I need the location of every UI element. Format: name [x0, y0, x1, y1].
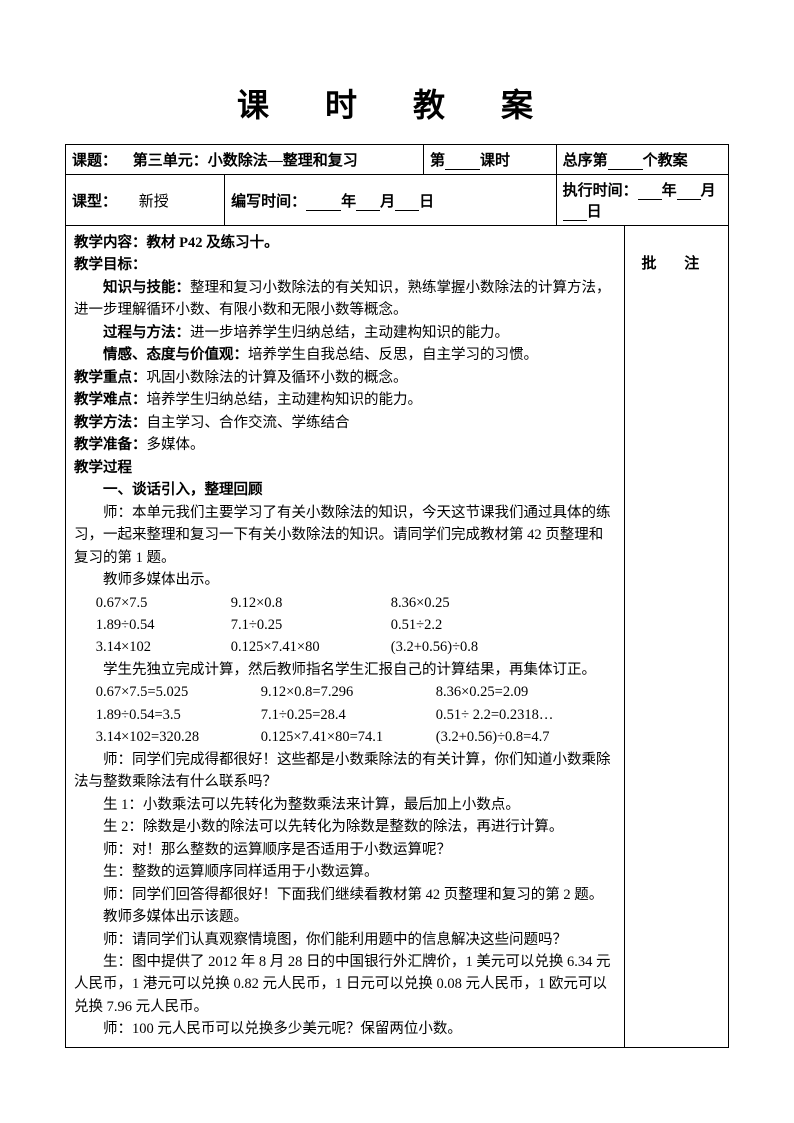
m1r2c3: 0.51÷2.2 [391, 614, 571, 636]
math1-r3: 3.14×1020.125×7.41×80(3.2+0.56)÷0.8 [74, 636, 616, 658]
m2r2c2: 7.1÷0.25=28.4 [261, 704, 436, 726]
type-value: 新授 [139, 194, 169, 210]
content-body: 教学内容：教材 P42 及练习十。 教学目标： 知识与技能：整理和复习小数除法的… [66, 226, 625, 1047]
type-label: 课型： [72, 194, 117, 210]
method-text: 自主学习、合作交流、学练结合 [147, 415, 350, 431]
math1-r2: 1.89÷0.547.1÷0.250.51÷2.2 [74, 614, 616, 636]
period-blank[interactable] [445, 154, 480, 170]
da2: 日 [587, 204, 602, 220]
s1-p8: 生：整数的运算顺序同样适用于小数运算。 [74, 861, 616, 883]
prep-text: 多媒体。 [147, 437, 205, 453]
yr2: 年 [662, 183, 677, 199]
emotion-label: 情感、态度与价值观： [103, 347, 248, 363]
emotion-text: 培养学生自我总结、反思，自主学习的习惯。 [248, 347, 538, 363]
mo2: 月 [701, 183, 716, 199]
s1-p5: 生 1：小数乘法可以先转化为整数乘法来计算，最后加上小数点。 [74, 794, 616, 816]
teach-content: 教材 P42 及练习十。 [147, 235, 279, 251]
m1r1c1: 0.67×7.5 [96, 592, 231, 614]
goal-label: 教学目标： [74, 254, 616, 276]
s1-p12: 生：图中提供了 2012 年 8 月 28 日的中国银行外汇牌价，1 美元可以兑… [74, 951, 616, 1018]
annotation-title: 批 注 [633, 252, 720, 273]
keypoint-label: 教学重点： [74, 370, 147, 386]
exec-month[interactable] [677, 184, 701, 200]
period-pre: 第 [430, 153, 445, 169]
m1r3c3: (3.2+0.56)÷0.8 [391, 636, 571, 658]
topic-label: 课题： [72, 153, 117, 169]
method-label: 教学方法： [74, 415, 147, 431]
m1r3c2: 0.125×7.41×80 [231, 636, 391, 658]
section1-title: 一、谈话引入，整理回顾 [74, 479, 616, 501]
m1r2c2: 7.1÷0.25 [231, 614, 391, 636]
math2-r2: 1.89÷0.54=3.57.1÷0.25=28.40.51÷ 2.2=0.23… [74, 704, 616, 726]
page-title: 课 时 教 案 [65, 80, 729, 126]
m1r1c3: 8.36×0.25 [391, 592, 571, 614]
difficulty-label: 教学难点： [74, 392, 147, 408]
teach-content-label: 教学内容： [74, 235, 147, 251]
s1-p9: 师：同学们回答得都很好！下面我们继续看教材第 42 页整理和复习的第 2 题。 [74, 884, 616, 906]
difficulty-text: 培养学生归纳总结，主动建构知识的能力。 [147, 392, 423, 408]
header-table: 课题： 第三单元：小数除法—整理和复习 第 课时 总序第 个教案 课型： 新授 编写… [65, 144, 729, 226]
exec-day[interactable] [563, 205, 587, 221]
m1r3c1: 3.14×102 [96, 636, 231, 658]
prep-label: 教学准备： [74, 437, 147, 453]
m1r1c2: 9.12×0.8 [231, 592, 391, 614]
m2r3c3: (3.2+0.56)÷0.8=4.7 [436, 726, 616, 748]
write-time-label: 编写时间： [231, 194, 306, 210]
m2r1c1: 0.67×7.5=5.025 [96, 681, 261, 703]
m2r1c2: 9.12×0.8=7.296 [261, 681, 436, 703]
s1-p2: 教师多媒体出示。 [74, 569, 616, 591]
da1: 日 [419, 194, 434, 210]
math1-r1: 0.67×7.59.12×0.88.36×0.25 [74, 592, 616, 614]
s1-p11: 师：请同学们认真观察情境图，你们能利用题中的信息解决这些问题吗？ [74, 929, 616, 951]
s1-p10: 教师多媒体出示该题。 [74, 906, 616, 928]
process-text: 进一步培养学生归纳总结，主动建构知识的能力。 [190, 325, 509, 341]
m2r2c3: 0.51÷ 2.2=0.2318… [436, 704, 616, 726]
s1-p13: 师：100 元人民币可以兑换多少美元呢？保留两位小数。 [74, 1018, 616, 1040]
m2r2c1: 1.89÷0.54=3.5 [96, 704, 261, 726]
keypoint-text: 巩固小数除法的计算及循环小数的概念。 [147, 370, 408, 386]
math2-r1: 0.67×7.5=5.0259.12×0.8=7.2968.36×0.25=2.… [74, 681, 616, 703]
s1-p7: 师：对！那么整数的运算顺序是否适用于小数运算呢？ [74, 839, 616, 861]
topic-text: 第三单元：小数除法—整理和复习 [133, 153, 358, 169]
write-month[interactable] [356, 195, 380, 211]
exec-time-label: 执行时间： [563, 183, 638, 199]
write-day[interactable] [395, 195, 419, 211]
seq-blank[interactable] [608, 154, 643, 170]
write-year[interactable] [306, 195, 341, 211]
period-post: 课时 [480, 153, 510, 169]
s1-p4: 师：同学们完成得都很好！这些都是小数乘除法的有关计算，你们知道小数乘除法与整数乘… [74, 749, 616, 794]
s1-p1: 师：本单元我们主要学习了有关小数除法的知识，今天这节课我们通过具体的练习，一起来… [74, 502, 616, 569]
annotation-column: 批 注 [625, 226, 728, 1047]
m2r3c2: 0.125×7.41×80=74.1 [261, 726, 436, 748]
s1-p3: 学生先独立完成计算，然后教师指名学生汇报自己的计算结果，再集体订正。 [74, 659, 616, 681]
math2-r3: 3.14×102=320.280.125×7.41×80=74.1(3.2+0.… [74, 726, 616, 748]
m1r2c1: 1.89÷0.54 [96, 614, 231, 636]
process-label: 过程与方法： [103, 325, 190, 341]
mo1: 月 [380, 194, 395, 210]
procedure-label: 教学过程 [74, 457, 616, 479]
knowledge-label: 知识与技能： [103, 280, 190, 296]
m2r3c1: 3.14×102=320.28 [96, 726, 261, 748]
seq-pre: 总序第 [563, 153, 608, 169]
yr1: 年 [341, 194, 356, 210]
m2r1c3: 8.36×0.25=2.09 [436, 681, 616, 703]
main-content: 教学内容：教材 P42 及练习十。 教学目标： 知识与技能：整理和复习小数除法的… [65, 226, 729, 1048]
seq-post: 个教案 [643, 153, 688, 169]
s1-p6: 生 2：除数是小数的除法可以先转化为除数是整数的除法，再进行计算。 [74, 816, 616, 838]
exec-year[interactable] [638, 184, 662, 200]
